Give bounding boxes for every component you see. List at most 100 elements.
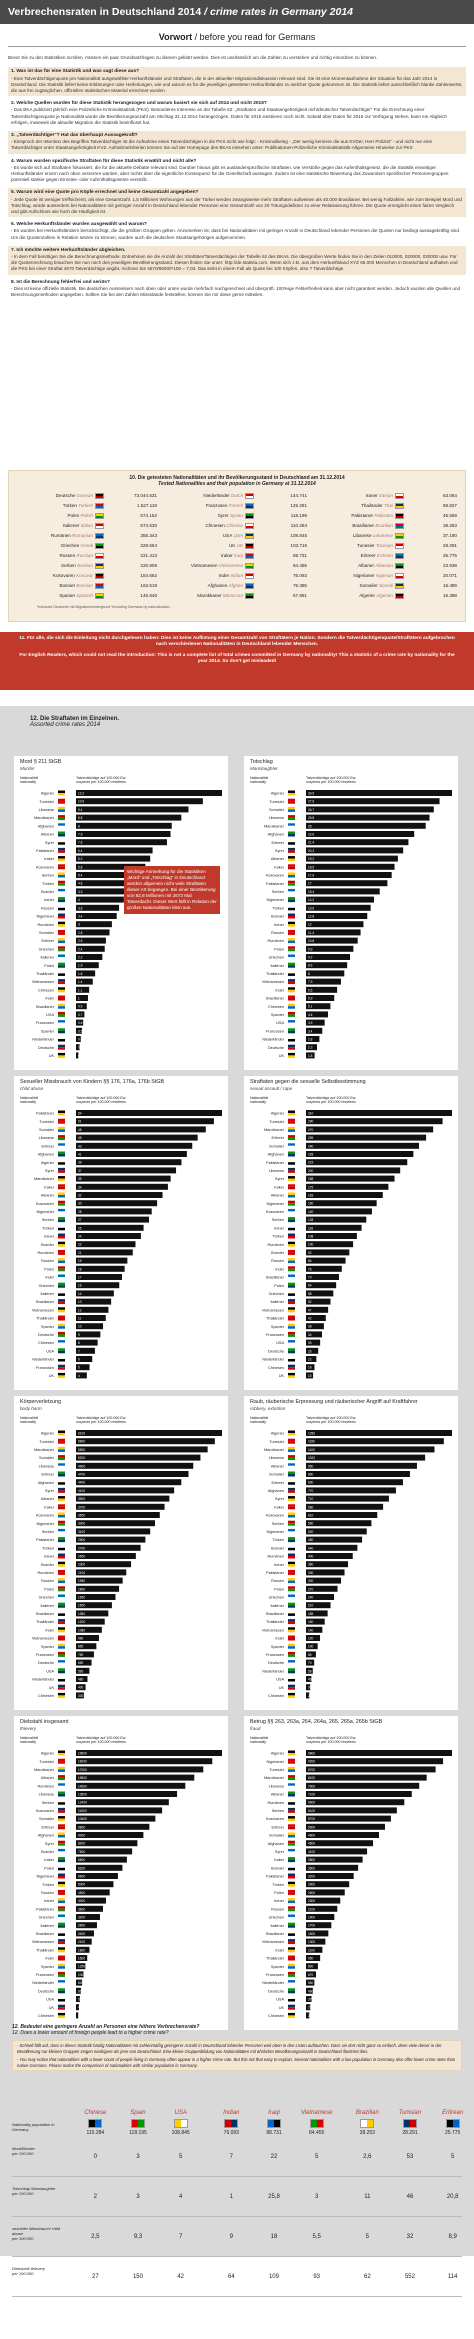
flag-icon [288, 1323, 295, 1327]
flag-icon-lower [58, 916, 65, 919]
bar-value-label: 5500 [78, 1448, 85, 1452]
comparison-value: 46 [406, 2194, 414, 2200]
flag-icon [288, 1619, 295, 1622]
comparison-value: 8,9 [448, 2234, 457, 2240]
flag-icon [288, 1044, 295, 1048]
flag-icon [288, 1963, 295, 1967]
flag-icon [58, 1676, 65, 1679]
flag-icon-lower [58, 1433, 65, 1436]
bar-value-label: 4500 [78, 1891, 85, 1895]
flag-icon [288, 905, 295, 908]
flag-icon [58, 1118, 65, 1122]
chart: Sexueller Missbrauch von Kindern §§ 176,… [14, 1076, 228, 1390]
bar [306, 1126, 434, 1133]
chart-subtitle: body harm [20, 1406, 42, 1411]
category-label: Türken [272, 906, 284, 910]
bar-value-label: 770 [308, 1489, 314, 1493]
flag-icon [58, 1167, 65, 1171]
nation-en: USA [232, 533, 243, 538]
flag-icon-lower [58, 1186, 65, 1190]
category-label: Libanese [39, 1464, 54, 1468]
bar-value-label: 5700 [308, 1817, 315, 1821]
flag-icon [58, 806, 65, 810]
bar [76, 1027, 82, 1034]
category-label: Kosovaren [266, 1514, 284, 1518]
nation-de: Somalier [359, 583, 378, 588]
flag-icon-lower [288, 1055, 295, 1058]
bar [306, 904, 371, 911]
category-label: Chinesen [268, 1005, 284, 1009]
nationality-header: Nationalität [250, 1736, 268, 1740]
bar [76, 1659, 92, 1666]
flag-icon-lower [288, 1662, 295, 1666]
bar-value-label: 400 [78, 2006, 84, 2010]
chart: Körperverletzung body harm Nationalität nat… [14, 1396, 228, 1710]
bar-value-label: 70 [308, 1276, 312, 1280]
flag-icon [58, 1348, 65, 1351]
bar-value-label: 45 [78, 1136, 82, 1140]
category-label: Griechen [269, 956, 284, 960]
bar-value-label: 1020 [308, 1456, 315, 1460]
category-label: Russen [271, 1259, 284, 1263]
flag-icon [288, 1947, 295, 1950]
flag-icon [58, 1766, 65, 1770]
comparison-row-label: Diebstahl/ thievery per 100.000 [12, 2266, 70, 2276]
comparison-value: 7 [229, 2154, 233, 2160]
flag-icon [288, 1799, 295, 1803]
bar [306, 1577, 342, 1584]
bar-value-label: 1.4 [78, 980, 83, 984]
population-value: 20.071 [442, 573, 457, 578]
flag-icon [288, 1610, 295, 1614]
flag-icon [95, 513, 104, 519]
bar-value-label: 1180 [308, 1440, 315, 1444]
category-label: Griechen [39, 947, 54, 951]
flag-icon-lower [288, 1113, 295, 1116]
flag-icon-lower [288, 1892, 295, 1895]
bar [76, 839, 167, 846]
flag-icon [288, 1561, 295, 1565]
flag-icon-lower [58, 1211, 65, 1214]
category-label: Rumänen [268, 1801, 284, 1805]
flag-icon [288, 856, 295, 859]
bar [76, 814, 182, 821]
category-label: Niederländer [262, 1669, 284, 1673]
flag-icon [58, 954, 65, 957]
flag-icon [58, 1545, 65, 1548]
category-label: Somalier [39, 1817, 55, 1821]
flag-icon [288, 1971, 295, 1975]
category-label: Somalier [269, 1473, 285, 1477]
population-row: Russen Russian 221.413 [23, 551, 163, 560]
population-value: 63.064 [442, 493, 457, 498]
foreword-item: 5. Warum wird eine Quote pro Köpfe errec… [8, 188, 466, 218]
nation-en: Dutch [229, 493, 243, 498]
population-row: Bosnier Bosnian 163.519 [23, 581, 163, 590]
bar [306, 1241, 354, 1248]
population-value: 184.662 [140, 573, 157, 578]
flag-icon [58, 1274, 65, 1277]
bar [306, 1856, 363, 1863]
flag-icon [58, 1692, 65, 1696]
bar-value-label: 108 [308, 1235, 314, 1239]
flag-icon-lower [58, 899, 65, 903]
category-label: Marokkaner [34, 1768, 55, 1772]
bar-value-label: 300 [308, 1579, 314, 1583]
nation-en: Bosnian [75, 583, 93, 588]
flag-icon [58, 1955, 65, 1958]
bar-value-label: 3.9 [308, 1021, 313, 1025]
bar [76, 1815, 156, 1822]
flag-icon-lower [288, 1244, 295, 1247]
bar-value-label: 460 [308, 1989, 314, 1993]
flag-icon [288, 1266, 295, 1269]
flag-icon-lower [58, 1154, 65, 1157]
bar-value-label: 100 [308, 1645, 314, 1649]
flag-icon-lower [288, 1917, 295, 1920]
bar [306, 1799, 405, 1806]
flag-icon-lower [58, 1334, 65, 1337]
population-row: Nigerianer Nigerian 20.071 [323, 571, 463, 580]
bar-value-label: 38 [308, 1325, 312, 1329]
bar-value-label: 64 [308, 1284, 312, 1288]
category-label: Marokkaner [34, 1177, 55, 1181]
row-label-en: per 100.000 [12, 2191, 34, 2196]
bar-value-label: 4700 [78, 1473, 85, 1477]
